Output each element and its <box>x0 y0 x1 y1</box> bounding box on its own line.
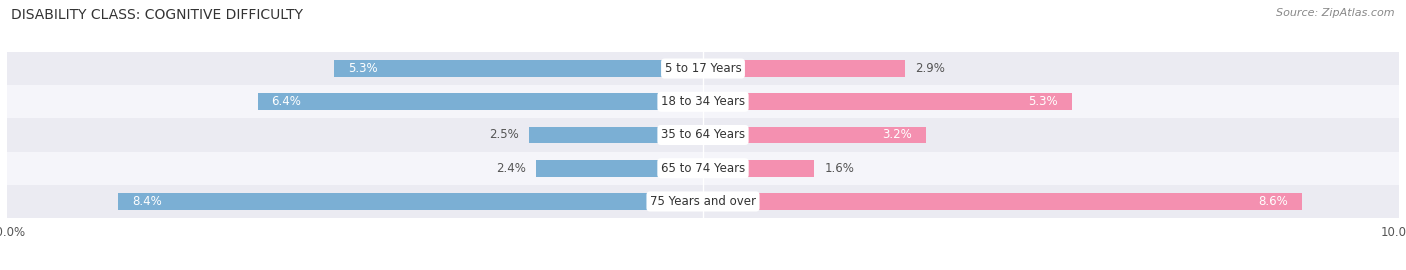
Bar <box>335 60 703 77</box>
Text: 2.5%: 2.5% <box>489 129 519 141</box>
Bar <box>703 160 814 177</box>
Bar <box>257 93 703 110</box>
Bar <box>703 127 925 143</box>
Text: 8.4%: 8.4% <box>132 195 162 208</box>
Text: 5.3%: 5.3% <box>349 62 378 75</box>
Text: 5.3%: 5.3% <box>1028 95 1057 108</box>
Bar <box>118 193 703 210</box>
Bar <box>703 193 1302 210</box>
Text: 18 to 34 Years: 18 to 34 Years <box>661 95 745 108</box>
Bar <box>529 127 703 143</box>
Bar <box>7 85 1399 118</box>
Bar <box>7 185 1399 218</box>
Text: 2.4%: 2.4% <box>496 162 526 175</box>
Text: 1.6%: 1.6% <box>825 162 855 175</box>
Bar <box>7 52 1399 85</box>
Text: 65 to 74 Years: 65 to 74 Years <box>661 162 745 175</box>
Bar <box>7 152 1399 185</box>
Text: 5 to 17 Years: 5 to 17 Years <box>665 62 741 75</box>
Text: 8.6%: 8.6% <box>1258 195 1288 208</box>
Bar <box>536 160 703 177</box>
Text: 3.2%: 3.2% <box>882 129 912 141</box>
Text: 6.4%: 6.4% <box>271 95 301 108</box>
Text: 75 Years and over: 75 Years and over <box>650 195 756 208</box>
Bar <box>703 60 905 77</box>
Text: 35 to 64 Years: 35 to 64 Years <box>661 129 745 141</box>
Text: Source: ZipAtlas.com: Source: ZipAtlas.com <box>1277 8 1395 18</box>
Bar <box>7 118 1399 152</box>
Text: 2.9%: 2.9% <box>915 62 945 75</box>
Text: DISABILITY CLASS: COGNITIVE DIFFICULTY: DISABILITY CLASS: COGNITIVE DIFFICULTY <box>11 8 304 22</box>
Bar <box>703 93 1071 110</box>
